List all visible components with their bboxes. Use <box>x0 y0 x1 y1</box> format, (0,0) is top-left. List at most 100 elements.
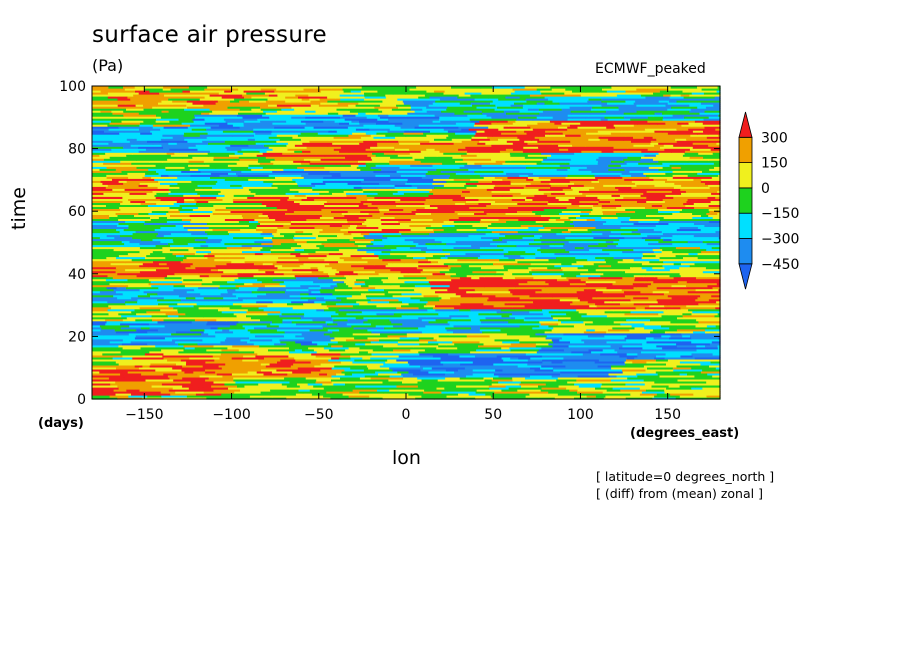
heatmap-cell <box>459 166 492 169</box>
heatmap-cell <box>92 226 105 230</box>
y-tick-label: 80 <box>68 142 86 158</box>
heatmap-cell <box>258 268 293 272</box>
heatmap-cell <box>373 382 406 386</box>
heatmap-cell <box>361 130 389 133</box>
heatmap-cell <box>340 172 357 175</box>
heatmap-cell <box>92 142 109 145</box>
heatmap-cell <box>458 216 494 220</box>
heatmap-cell <box>708 298 721 302</box>
heatmap-cell <box>690 108 721 111</box>
heatmap-cell <box>624 312 659 316</box>
heatmap-cell <box>570 340 585 344</box>
heatmap-cell <box>197 136 208 139</box>
heatmap-cell <box>237 272 256 276</box>
heatmap-cell <box>157 292 179 296</box>
heatmap-cell <box>359 142 378 145</box>
heatmap-cell <box>706 242 721 246</box>
heatmap-cell <box>384 102 405 105</box>
heatmap-cell <box>656 286 681 290</box>
heatmap-cell <box>267 98 295 101</box>
heatmap-cell <box>578 168 609 171</box>
heatmap-cell <box>395 328 423 332</box>
heatmap-cell <box>193 120 227 123</box>
heatmap-cell <box>589 304 598 308</box>
heatmap-cell <box>294 368 321 372</box>
heatmap-cell <box>187 126 212 129</box>
heatmap-cell <box>541 354 569 358</box>
heatmap-cell <box>92 230 121 234</box>
heatmap-cell <box>131 310 147 314</box>
heatmap-cell <box>703 130 721 133</box>
heatmap-cell <box>505 96 521 99</box>
heatmap-cell <box>679 118 705 121</box>
heatmap-cell <box>588 250 623 254</box>
heatmap-cell <box>552 100 573 103</box>
heatmap-cell <box>402 226 427 230</box>
heatmap-cell <box>165 168 191 171</box>
heatmap-cell <box>662 166 673 169</box>
heatmap-cell <box>308 288 321 292</box>
heatmap-cell <box>495 368 504 372</box>
heatmap-cell <box>229 324 244 328</box>
heatmap-cell <box>167 274 201 278</box>
heatmap-cell <box>612 282 634 286</box>
heatmap-cell <box>286 385 301 388</box>
heatmap-cell <box>685 362 701 366</box>
heatmap-cell <box>646 126 666 129</box>
heatmap-cell <box>567 380 580 384</box>
heatmap-cell <box>654 356 666 360</box>
heatmap-cell <box>160 198 185 202</box>
heatmap-cell <box>130 144 162 147</box>
heatmap-cell <box>537 248 566 252</box>
heatmap-cell <box>684 374 695 378</box>
heatmap-cell <box>449 268 461 272</box>
heatmap-cell <box>655 182 675 185</box>
heatmap-cell <box>169 120 195 123</box>
heatmap-cell <box>491 144 518 147</box>
heatmap-cell <box>262 170 273 173</box>
heatmap-cell <box>643 172 666 175</box>
heatmap-cell <box>376 132 405 135</box>
heatmap-cell <box>271 395 297 398</box>
heatmap-cell <box>108 376 144 380</box>
heatmap-cell <box>354 358 366 362</box>
heatmap-cell <box>92 210 121 214</box>
heatmap-cell <box>633 296 649 300</box>
heatmap-cell <box>92 262 112 266</box>
heatmap-cell <box>388 330 423 334</box>
heatmap-cell <box>510 164 546 167</box>
heatmap-cell <box>579 284 607 288</box>
heatmap-cell <box>204 162 238 165</box>
heatmap-cell <box>520 192 545 195</box>
heatmap-cell <box>419 298 440 302</box>
heatmap-cell <box>92 385 118 388</box>
heatmap-cell <box>525 286 555 290</box>
heatmap-cell <box>717 312 721 316</box>
heatmap-cell <box>644 382 680 386</box>
heatmap-cell <box>92 348 115 352</box>
heatmap-cell <box>454 224 473 228</box>
heatmap-cell <box>572 144 586 147</box>
heatmap-cell <box>454 298 468 302</box>
heatmap-cell <box>533 264 555 268</box>
heatmap-cell <box>139 246 155 250</box>
colorbar-swatch <box>738 162 753 189</box>
heatmap-cell <box>537 122 547 125</box>
heatmap-cell <box>424 156 453 159</box>
heatmap-cell <box>285 218 307 222</box>
heatmap-cell <box>256 370 273 374</box>
heatmap-cell <box>629 218 646 222</box>
heatmap-cell <box>638 162 663 165</box>
heatmap-cell <box>671 166 682 169</box>
heatmap-cell <box>389 128 410 131</box>
heatmap-cell <box>505 212 536 216</box>
heatmap-cell <box>201 395 222 398</box>
heatmap-cell <box>323 389 345 392</box>
heatmap-cell <box>568 216 577 220</box>
heatmap-cell <box>673 262 682 266</box>
heatmap-cell <box>468 168 483 171</box>
heatmap-cell <box>491 122 514 125</box>
heatmap-cell <box>617 144 634 147</box>
heatmap-cell <box>672 250 681 254</box>
heatmap-cell <box>605 110 616 113</box>
